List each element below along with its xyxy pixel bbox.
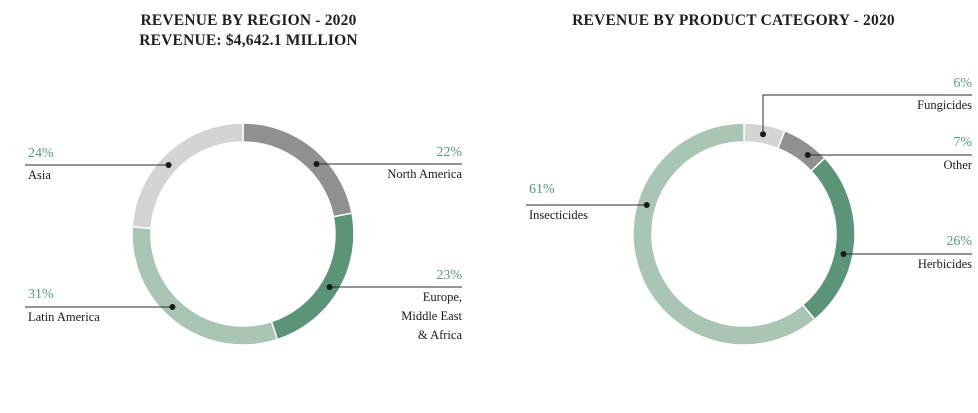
slice-name-label: Herbicides <box>918 257 972 271</box>
chart-title: REVENUE BY REGION - 2020 <box>140 12 357 29</box>
leader-line <box>762 94 972 135</box>
chart-title: REVENUE BY PRODUCT CATEGORY - 2020 <box>572 12 895 29</box>
slice-percent-label: 24% <box>28 146 54 161</box>
slice-percent-label: 7% <box>953 135 972 150</box>
product-chart-panel: REVENUE BY PRODUCT CATEGORY - 2020 6% Fun… <box>489 0 978 413</box>
slice-percent-label: 31% <box>28 287 54 302</box>
slice-percent-label: 22% <box>436 145 462 160</box>
donut-slice <box>632 122 816 346</box>
leader-dot <box>326 284 333 290</box>
donut-slice <box>242 122 353 218</box>
chart-subtitle: REVENUE: $4,642.1 MILLION <box>139 32 358 49</box>
slice-name-label: Latin America <box>28 310 100 324</box>
slice-name-label: & Africa <box>418 328 463 342</box>
slice-percent-label: 26% <box>946 234 972 249</box>
slice-percent-label: 23% <box>436 268 462 283</box>
slice-name-label: Middle East <box>401 309 462 323</box>
donut-slice <box>801 156 856 321</box>
slice-name-label: North America <box>387 167 462 181</box>
slice-name-label: Asia <box>28 168 51 182</box>
leader-dot <box>804 152 811 158</box>
leader-dot <box>313 161 320 167</box>
slice-name-label: Other <box>944 158 973 172</box>
slice-name-label: Fungicides <box>917 98 972 112</box>
donut-slice <box>131 122 244 230</box>
slice-name-label: Insecticides <box>529 208 588 222</box>
region-chart-panel: REVENUE BY REGION - 2020 REVENUE: $4,642… <box>25 12 463 346</box>
leader-dot <box>840 251 847 257</box>
leader-dot <box>165 162 172 168</box>
leader-dot <box>643 202 650 208</box>
donut-slice <box>270 212 355 341</box>
product-donut-chart: 6% Fungicides 7% Other 26% Herbicides 61% Insec… <box>526 76 973 346</box>
leader-dot <box>169 304 176 310</box>
donut-slice <box>131 226 279 346</box>
slice-percent-label: 6% <box>953 76 972 91</box>
leader-dot <box>760 131 767 138</box>
slice-name-label: Europe, <box>423 290 462 304</box>
region-donut-chart: 22% North America 23% Europe, Middle East & A… <box>25 122 463 346</box>
slice-percent-label: 61% <box>529 182 555 197</box>
